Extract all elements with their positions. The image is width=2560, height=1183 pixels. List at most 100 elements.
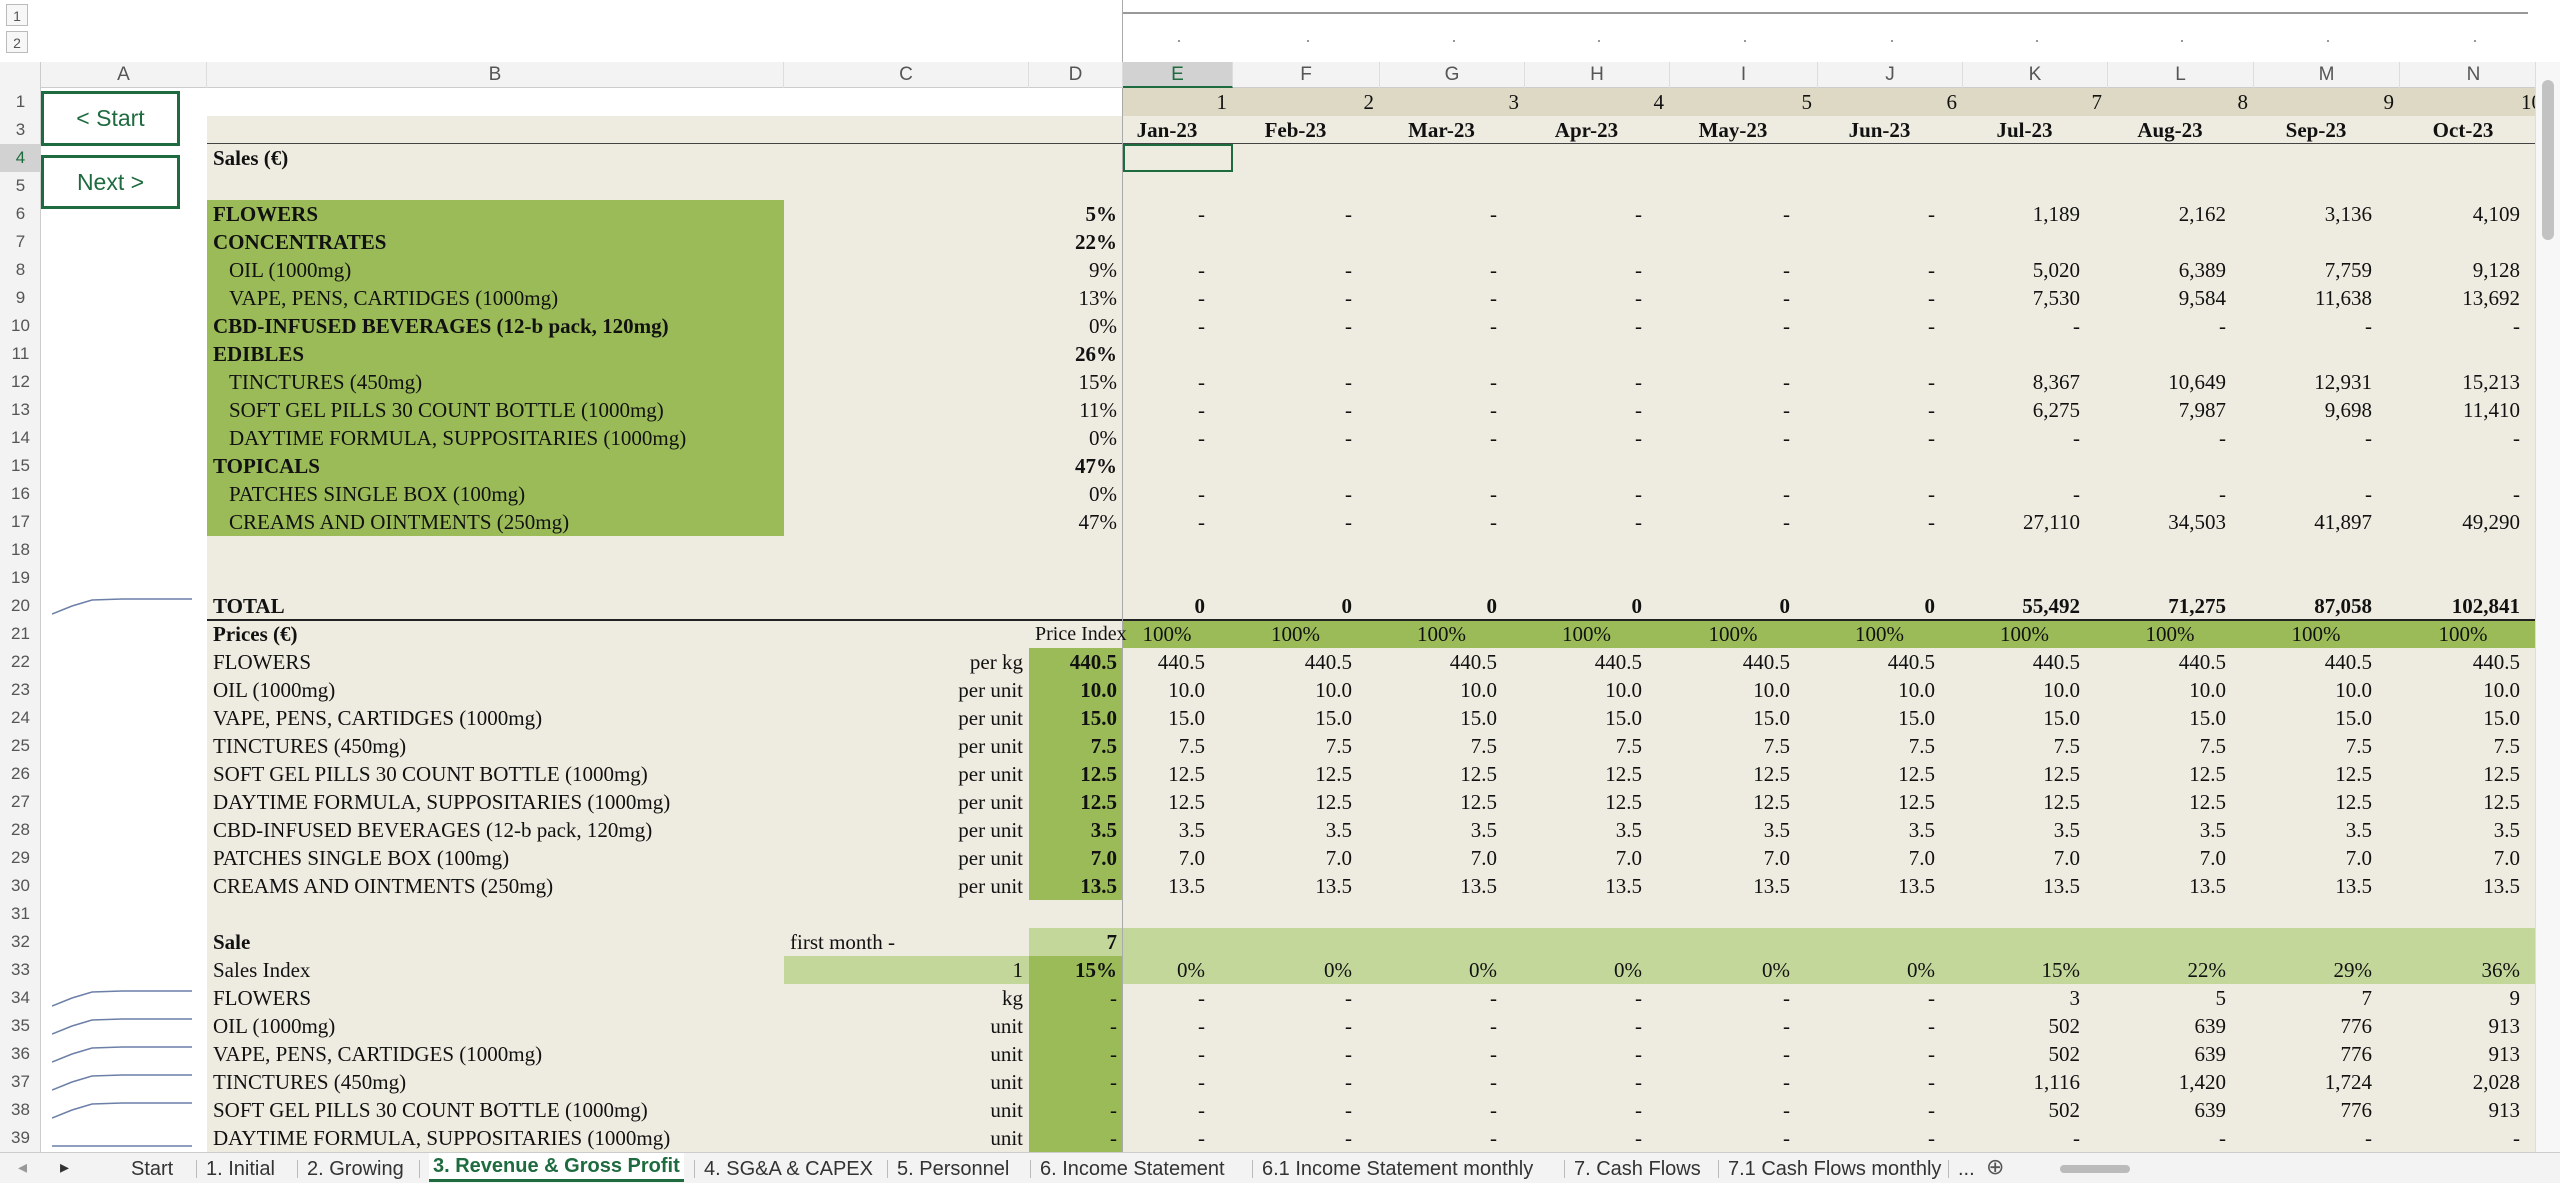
cell-text[interactable]: 440.5 xyxy=(2178,650,2226,674)
cell-text[interactable]: - xyxy=(1490,1070,1497,1094)
cell-text[interactable]: 87,058 xyxy=(2314,594,2372,618)
cell-text[interactable]: - xyxy=(1635,986,1642,1010)
cell-text[interactable]: - xyxy=(1635,1098,1642,1122)
cell-text[interactable]: 15.0 xyxy=(2189,706,2226,730)
cell-text[interactable]: 8,367 xyxy=(2032,370,2080,394)
cell-text[interactable]: 7,987 xyxy=(2178,398,2226,422)
cell-text[interactable]: PATCHES SINGLE BOX (100mg) xyxy=(213,846,510,870)
cell-text[interactable]: 3.5 xyxy=(1090,818,1117,842)
cell-text[interactable]: 100% xyxy=(1417,622,1466,646)
cell-text[interactable]: OIL (1000mg) xyxy=(213,1014,336,1038)
cell-text[interactable]: DAYTIME FORMULA, SUPPOSITARIES (1000mg) xyxy=(213,790,671,814)
cell-text[interactable]: 639 xyxy=(2194,1042,2227,1066)
cell-text[interactable]: 0% xyxy=(1614,958,1642,982)
cell-text[interactable]: 100% xyxy=(1708,622,1758,646)
cell-text[interactable]: FLOWERS xyxy=(213,202,319,226)
cell-text[interactable]: 4 xyxy=(1653,90,1665,114)
cell-text[interactable]: 0 xyxy=(1486,594,1498,618)
cell-text[interactable]: 0% xyxy=(1089,314,1117,338)
cell-text[interactable]: - xyxy=(1635,1126,1642,1150)
cell-text[interactable]: - xyxy=(1490,482,1497,506)
cell-text[interactable]: - xyxy=(1490,1042,1497,1066)
cell-text[interactable]: 2,028 xyxy=(2472,1070,2520,1094)
cell-text[interactable]: Prices (€) xyxy=(213,622,298,646)
cell-text[interactable]: 7.5 xyxy=(1090,734,1117,758)
cell-text[interactable]: - xyxy=(1198,286,1205,310)
cell-text[interactable]: - xyxy=(1783,1098,1790,1122)
cell-text[interactable]: 9,698 xyxy=(2324,398,2372,422)
cell-text[interactable]: 9 xyxy=(2509,986,2521,1010)
cell-text[interactable]: 1,116 xyxy=(2033,1070,2080,1094)
cell-text[interactable]: 9% xyxy=(1089,258,1117,282)
cell-text[interactable]: 7.5 xyxy=(2053,734,2080,758)
cell-text[interactable]: 11,410 xyxy=(2463,398,2520,422)
cell-text[interactable]: 1,189 xyxy=(2032,202,2080,226)
cell-text[interactable]: 55,492 xyxy=(2022,594,2080,618)
cell-text[interactable]: 12.5 xyxy=(1168,790,1205,814)
cell-text[interactable]: - xyxy=(1198,426,1205,450)
cell-text[interactable]: 12.5 xyxy=(2043,762,2080,786)
cell-text[interactable]: 3 xyxy=(1508,90,1520,114)
cell-text[interactable]: CREAMS AND OINTMENTS (250mg) xyxy=(229,510,570,534)
cell-text[interactable]: 13.5 xyxy=(2043,874,2080,898)
cell-text[interactable]: - xyxy=(1490,286,1497,310)
cell-text[interactable]: per unit xyxy=(958,706,1023,730)
cell-text[interactable]: TOPICALS xyxy=(213,454,320,478)
cell-text[interactable]: 10.0 xyxy=(1168,678,1205,702)
cell-text[interactable]: - xyxy=(1635,370,1642,394)
cell-text[interactable]: 100% xyxy=(2145,622,2195,646)
row-header[interactable]: 16 xyxy=(11,484,30,503)
cell-text[interactable]: - xyxy=(2365,426,2372,450)
cell-text[interactable]: unit xyxy=(990,1042,1023,1066)
cell-text[interactable]: - xyxy=(1490,314,1497,338)
cell-text[interactable]: - xyxy=(1490,1098,1497,1122)
cell-text[interactable]: 0% xyxy=(1469,958,1497,982)
cell-text[interactable]: - xyxy=(1635,1042,1642,1066)
cell-text[interactable]: 0 xyxy=(1194,594,1206,618)
cell-text[interactable]: SOFT GEL PILLS 30 COUNT BOTTLE (1000mg) xyxy=(213,1098,648,1122)
cell-text[interactable]: 26% xyxy=(1075,342,1117,366)
row-header[interactable]: 34 xyxy=(11,988,30,1007)
cell-text[interactable]: 7.0 xyxy=(2493,846,2520,870)
cell-text[interactable]: 100% xyxy=(2000,622,2049,646)
cell-text[interactable]: OIL (1000mg) xyxy=(213,678,336,702)
cell-text[interactable]: 0% xyxy=(1324,958,1352,982)
row-header[interactable]: 37 xyxy=(11,1072,30,1091)
cell-text[interactable]: 7.5 xyxy=(1763,734,1790,758)
cell-text[interactable]: 440.5 xyxy=(2472,650,2520,674)
cell-text[interactable]: 0 xyxy=(1341,594,1353,618)
cell-text[interactable]: 36% xyxy=(2481,958,2521,982)
cell-text[interactable]: - xyxy=(2073,1126,2080,1150)
cell-text[interactable]: 12.5 xyxy=(1605,790,1642,814)
cell-text[interactable]: - xyxy=(1928,1070,1935,1094)
cell-text[interactable]: - xyxy=(1928,426,1935,450)
cell-text[interactable]: 12.5 xyxy=(1753,790,1790,814)
cell-text[interactable]: - xyxy=(2365,1126,2372,1150)
sheet-tab[interactable]: 2. Growing xyxy=(307,1158,404,1180)
cell-text[interactable]: 7.5 xyxy=(1325,734,1352,758)
cell-text[interactable]: 13.5 xyxy=(1753,874,1790,898)
cell-text[interactable]: 2 xyxy=(1363,90,1375,114)
sheet-tab[interactable]: 7. Cash Flows xyxy=(1574,1158,1701,1180)
cell-text[interactable]: 12.5 xyxy=(1753,762,1790,786)
column-header[interactable]: L xyxy=(2108,62,2254,88)
column-header[interactable]: A xyxy=(41,62,207,88)
cell-text[interactable]: 15.0 xyxy=(1753,706,1790,730)
cell-text[interactable]: 47% xyxy=(1078,510,1118,534)
cell-text[interactable]: - xyxy=(1198,510,1205,534)
cell-text[interactable]: 6,275 xyxy=(2032,398,2080,422)
cell-text[interactable]: - xyxy=(1783,986,1790,1010)
cell-text[interactable]: - xyxy=(1783,1014,1790,1038)
cell-text[interactable]: 1 xyxy=(1012,958,1024,982)
cell-text[interactable]: 12.5 xyxy=(1080,790,1117,814)
cell-text[interactable]: - xyxy=(1635,510,1642,534)
cell-text[interactable]: 7.0 xyxy=(1325,846,1352,870)
cell-text[interactable]: DAYTIME FORMULA, SUPPOSITARIES (1000mg) xyxy=(229,426,687,450)
cell-text[interactable]: May-23 xyxy=(1698,118,1768,142)
cell-text[interactable]: 10.0 xyxy=(1080,678,1117,702)
cell-text[interactable]: SOFT GEL PILLS 30 COUNT BOTTLE (1000mg) xyxy=(229,398,664,422)
column-header[interactable]: E xyxy=(1123,62,1233,88)
cell-text[interactable]: VAPE, PENS, CARTIDGES (1000mg) xyxy=(229,286,559,310)
cell-text[interactable]: - xyxy=(1928,370,1935,394)
cell-text[interactable]: 440.5 xyxy=(1594,650,1642,674)
